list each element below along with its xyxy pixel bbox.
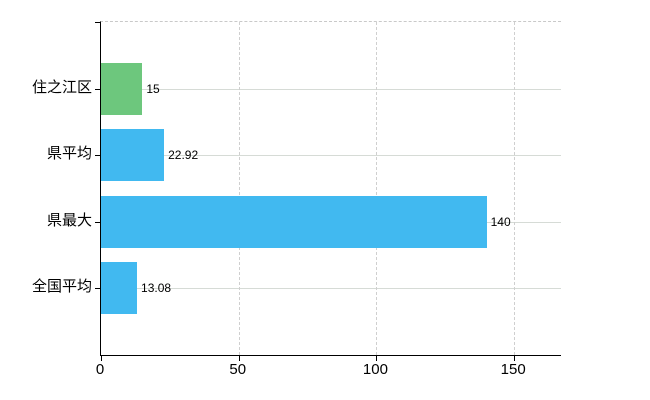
category-label: 住之江区 [31, 78, 92, 96]
horizontal-gridline [101, 88, 561, 90]
bar-value-label: 140 [490, 214, 511, 229]
bar-県最大 [101, 195, 487, 248]
category-label: 県平均 [46, 145, 92, 163]
y-axis-tick [95, 88, 101, 90]
bar-県平均 [101, 129, 165, 182]
x-axis-tick-label: 100 [362, 361, 388, 378]
bar-全国平均 [101, 262, 138, 315]
y-axis-tick [95, 221, 101, 223]
plot-area: 15 22.92 140 13.08 [95, 21, 561, 361]
horizontal-gridline [101, 155, 561, 157]
x-axis-tick-label: 50 [229, 361, 247, 378]
y-axis-tick [95, 288, 101, 290]
x-axis-tick-label: 0 [95, 361, 105, 378]
vertical-gridline [514, 22, 516, 355]
category-label: 全国平均 [31, 278, 92, 296]
y-axis-end-tick [95, 22, 101, 23]
x-axis-tick [376, 355, 378, 361]
vertical-gridline [376, 22, 378, 355]
y-axis-tick [95, 155, 101, 157]
x-axis-tick-label: 150 [500, 361, 526, 378]
x-axis-tick [514, 355, 516, 361]
x-axis-tick [238, 355, 240, 361]
bar-住之江区 [101, 62, 143, 115]
horizontal-gridline [101, 288, 561, 290]
bar-value-label: 13.08 [141, 281, 172, 296]
vertical-gridline [238, 22, 240, 355]
category-label: 県最大 [46, 211, 92, 229]
x-axis-tick [101, 355, 102, 361]
bar-value-label: 15 [146, 81, 160, 96]
bar-value-label: 22.92 [168, 148, 199, 163]
